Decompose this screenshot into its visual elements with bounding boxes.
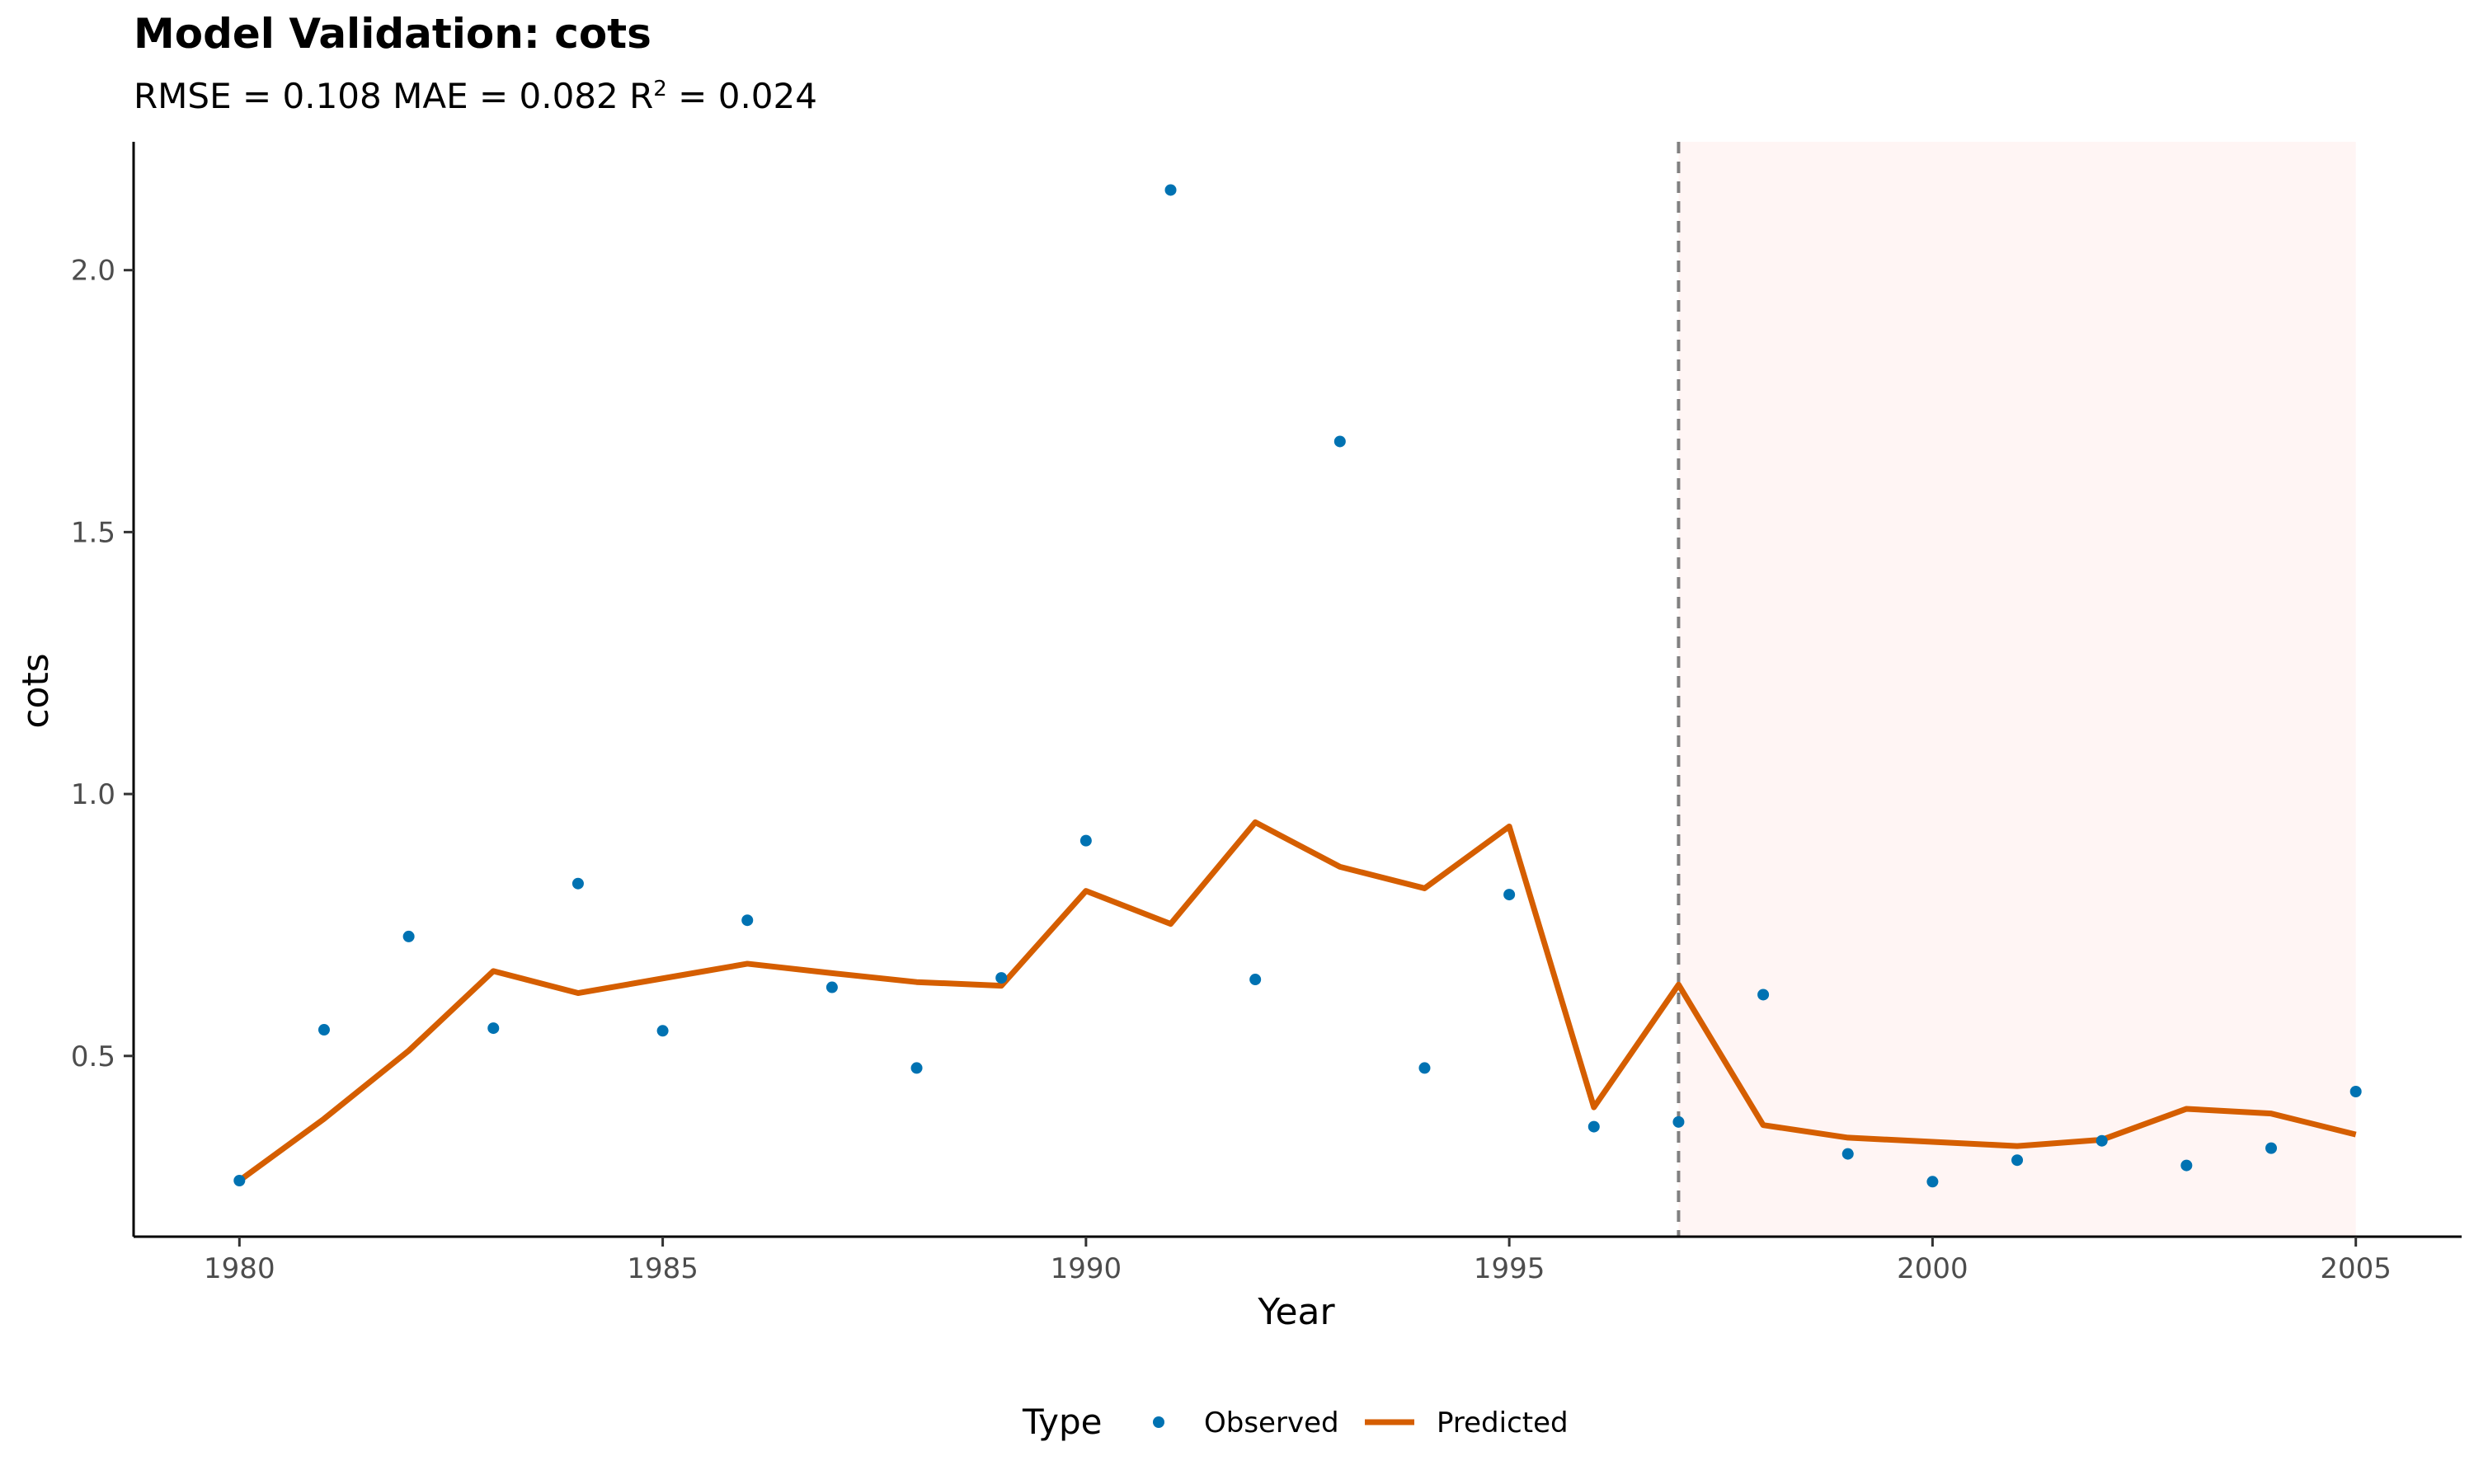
x-tick-label: 2005	[2320, 1252, 2392, 1285]
y-axis-title: cots	[15, 653, 57, 728]
legend: Type Observed Predicted	[1022, 1402, 1569, 1442]
x-tick-label: 1980	[204, 1252, 275, 1285]
observed-point	[2180, 1159, 2193, 1172]
chart-title: Model Validation: cots	[134, 10, 651, 58]
observed-point	[2265, 1142, 2278, 1154]
legend-title: Type	[1022, 1402, 1102, 1442]
observed-point	[910, 1062, 923, 1074]
observed-point	[2349, 1085, 2362, 1097]
chart-subtitle: RMSE = 0.108 MAE = 0.082 R2 = 0.024	[134, 76, 817, 116]
observed-point	[1164, 184, 1177, 196]
observed-point	[1249, 974, 1262, 986]
series-layer	[233, 184, 2362, 1188]
y-tick-label: 1.0	[71, 778, 115, 811]
legend-observed-label: Observed	[1204, 1407, 1339, 1439]
observed-point	[233, 1175, 246, 1187]
y-tick-label: 2.0	[71, 255, 115, 288]
observed-point	[2011, 1154, 2024, 1167]
observed-point	[1418, 1062, 1431, 1074]
observed-point	[1333, 435, 1346, 448]
observed-point	[2095, 1134, 2108, 1147]
observed-point	[825, 981, 838, 993]
observed-point	[317, 1024, 330, 1036]
observed-point	[1079, 834, 1092, 847]
x-tick-label: 2000	[1897, 1252, 1968, 1285]
x-tick-label: 1985	[627, 1252, 698, 1285]
plot-background-layer	[1677, 142, 2356, 1237]
legend-predicted-label: Predicted	[1437, 1407, 1569, 1439]
observed-point	[1757, 989, 1770, 1001]
observed-point	[571, 877, 584, 890]
predicted-line	[238, 819, 2357, 1183]
observed-point	[1503, 889, 1516, 901]
x-tick-label: 1995	[1474, 1252, 1545, 1285]
subtitle-suffix: = 0.024	[666, 76, 817, 116]
validation-region	[1678, 142, 2356, 1237]
observed-point	[995, 972, 1008, 984]
x-axis-title: Year	[1257, 1291, 1335, 1333]
x-tick-label: 1990	[1051, 1252, 1122, 1285]
observed-point	[1672, 1115, 1685, 1128]
subtitle-superscript: 2	[653, 77, 667, 101]
observed-point	[402, 930, 415, 942]
axes-layer: 1980 1985 1990 1995 2000 2005 0.5 1.0 1.5 2.0	[71, 142, 2462, 1285]
observed-point	[656, 1025, 669, 1037]
y-tick-label: 1.5	[71, 516, 115, 549]
observed-point	[1926, 1176, 1939, 1188]
observed-point	[487, 1022, 500, 1035]
observed-point	[1587, 1120, 1600, 1133]
observed-point	[1841, 1148, 1854, 1160]
observed-point	[741, 914, 754, 927]
subtitle-prefix: RMSE = 0.108 MAE = 0.082 R	[134, 76, 654, 116]
legend-observed-key	[1153, 1416, 1164, 1428]
y-tick-label: 0.5	[71, 1040, 115, 1073]
